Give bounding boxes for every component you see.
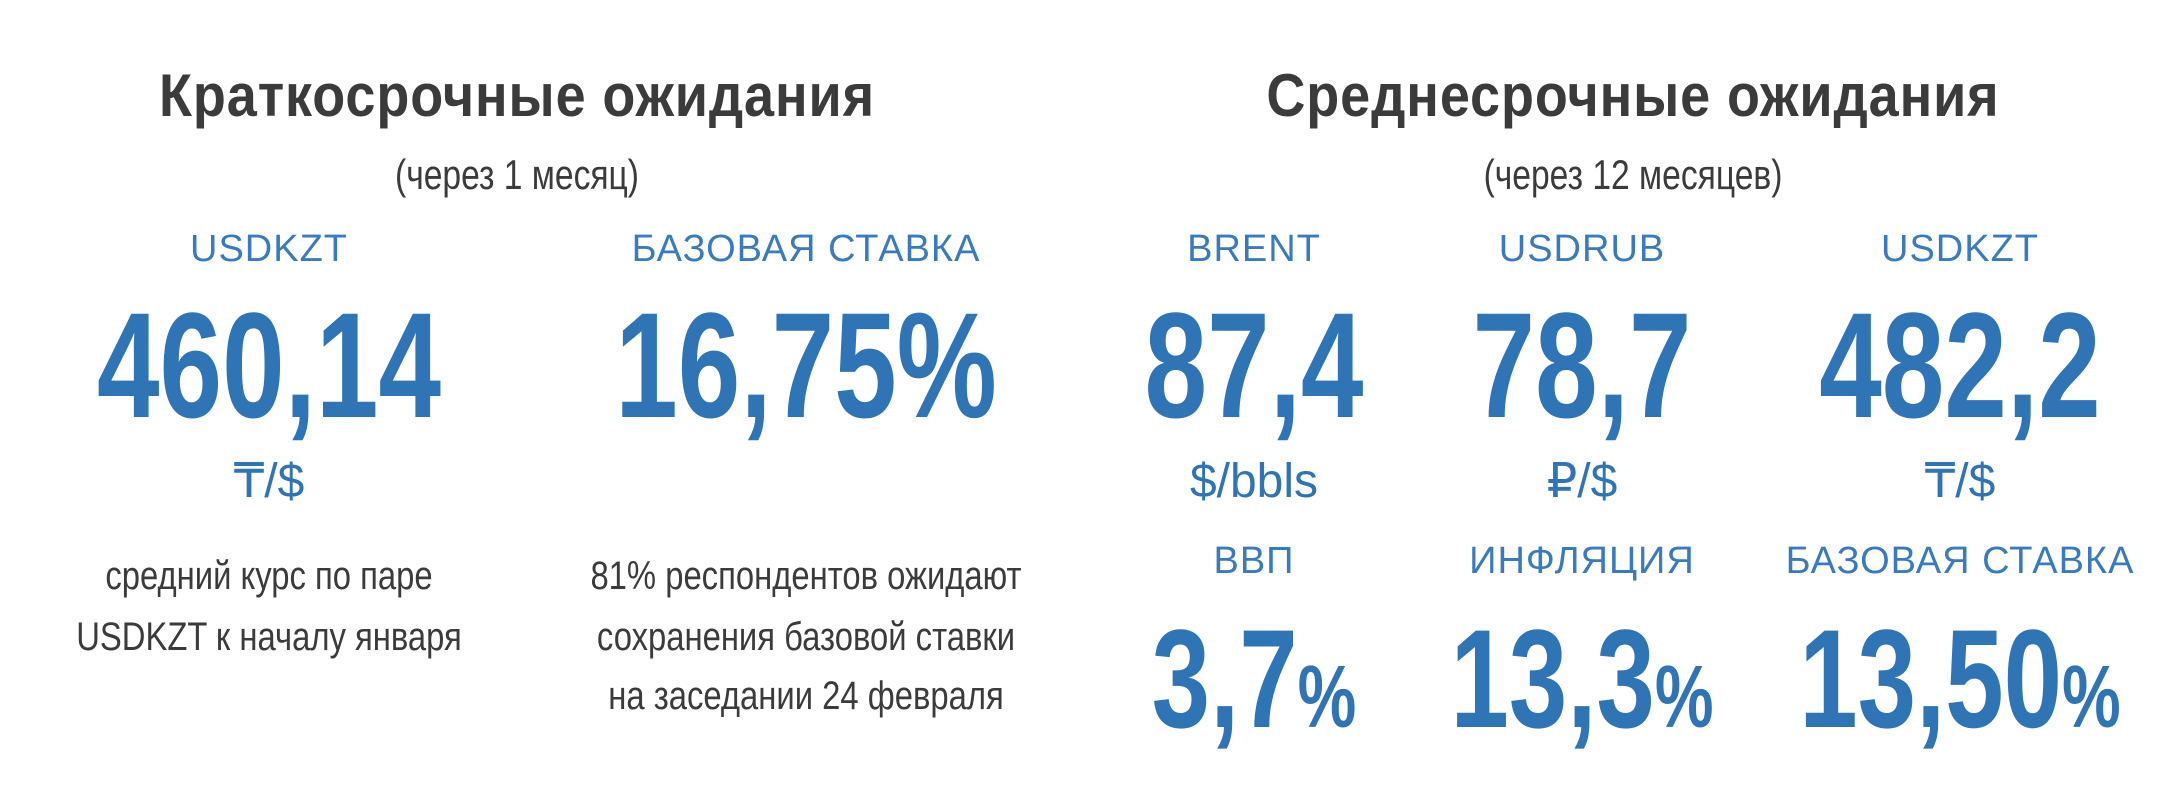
item-value-group: 3,7% — [1152, 609, 1357, 749]
item-value-group: 13,3% — [1450, 609, 1713, 749]
item-label: USDRUB — [1498, 228, 1666, 270]
item-unit: % — [1654, 647, 1714, 746]
item-value: 13,50 — [1799, 600, 2063, 757]
item-label: ИНФЛЯЦИЯ — [1469, 540, 1695, 582]
item-unit: ₸/$ — [233, 455, 305, 508]
section-title: Среднесрочные ожидания — [1266, 62, 2000, 129]
item-value: 87,4 — [1144, 281, 1364, 449]
section-title: Краткосрочные ожидания — [159, 62, 875, 129]
item-value: 16,75% — [615, 281, 997, 449]
item-label: БАЗОВАЯ СТАВКА — [1785, 540, 2135, 582]
item-note: 81% респондентов ожидают — [590, 554, 1022, 598]
item-unit: % — [1297, 647, 1357, 746]
item-note: USDKZT к началу января — [76, 615, 462, 659]
item-note: сохранения базовой ставки — [596, 615, 1016, 659]
item-note: средний курс по паре — [105, 554, 433, 598]
item-value: 13,3 — [1450, 600, 1655, 757]
item-label: USDKZT — [190, 228, 348, 270]
item-value: 460,14 — [96, 281, 442, 449]
section-subtitle: (через 12 месяцев) — [1483, 151, 1783, 198]
item-label: БАЗОВАЯ СТАВКА — [631, 228, 981, 270]
item-value: 78,7 — [1472, 281, 1692, 449]
item-label: BRENT — [1187, 228, 1321, 270]
item-unit: ₸/$ — [1924, 455, 1996, 508]
item-value: 482,2 — [1819, 281, 2101, 449]
item-label: USDKZT — [1881, 228, 2039, 270]
item-label: ВВП — [1213, 540, 1295, 582]
item-note: на заседании 24 февраля — [608, 674, 1004, 718]
item-value: 3,7 — [1151, 600, 1298, 757]
item-unit: % — [2062, 647, 2121, 746]
item-unit: ₽/$ — [1546, 455, 1618, 508]
section-subtitle: (через 1 месяц) — [395, 151, 639, 198]
item-value-group: 13,50% — [1799, 609, 2120, 749]
item-unit: $/bbls — [1189, 455, 1319, 508]
